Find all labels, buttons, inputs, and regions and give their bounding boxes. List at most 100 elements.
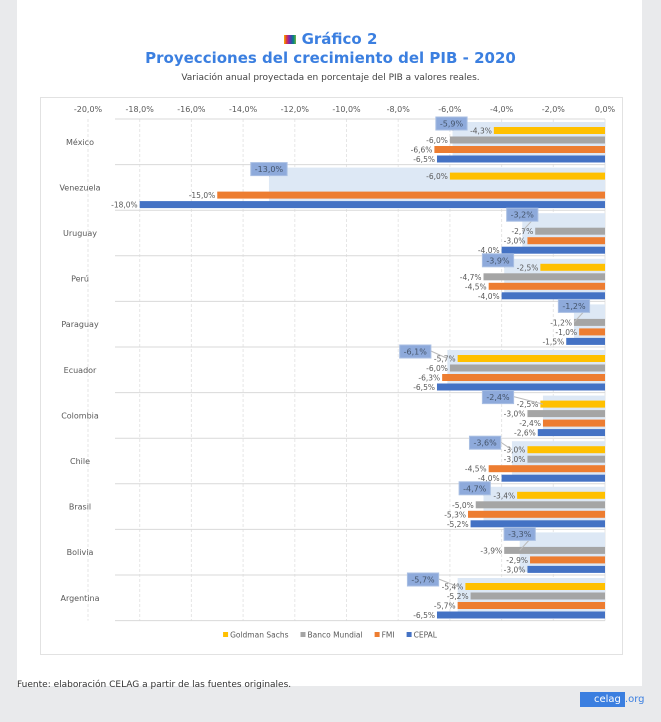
data-label: -6,6% [411, 146, 433, 155]
bar-goldman-sachs [449, 172, 605, 180]
category-label: Venezuela [59, 183, 100, 192]
bar-banco-mundial [475, 501, 605, 509]
average-label-box [468, 435, 502, 450]
data-label: -2,6% [514, 429, 536, 438]
label-layer: -4,3%-6,0%-6,6%-6,5%-6,0%-15,0%-18,0%-2,… [111, 127, 577, 621]
bar-cepal [566, 337, 605, 345]
bar-layer [139, 127, 605, 619]
legend-swatch [223, 632, 229, 637]
data-label: -15,0% [189, 191, 216, 200]
brand-logo[interactable]: celag .org [580, 692, 645, 710]
data-label: -4,5% [465, 282, 487, 291]
data-label: -6,5% [413, 155, 435, 164]
chart-number: Gráfico 2 [0, 30, 661, 48]
legend-swatch [300, 632, 306, 637]
x-tick-label: -8,0% [387, 105, 411, 114]
grid-layer: -20,0% -18,0% -16,0% -14,0% -12,0% -10,0% -8,0… [59, 105, 616, 622]
bar-fmi [217, 191, 605, 199]
bar-fmi [488, 282, 605, 290]
average-connector [430, 350, 448, 359]
data-label: -3,0% [504, 565, 526, 574]
x-tick-label: 0,0% [595, 105, 616, 114]
bar-goldman-sachs [457, 355, 605, 362]
bar-cepal [436, 611, 605, 619]
data-label: -6,0% [426, 172, 448, 181]
data-label: -1,0% [555, 328, 577, 337]
data-label: -5,7% [434, 355, 456, 364]
bar-cepal [436, 155, 605, 163]
bar-cepal [470, 520, 605, 528]
category-label: Uruguay [63, 229, 97, 238]
bar-fmi [457, 602, 605, 609]
data-label: -6,5% [413, 611, 435, 620]
source-note: Fuente: elaboración CELAG a partir de la… [17, 680, 292, 690]
bar-cepal [527, 565, 605, 573]
legend-swatch [406, 632, 412, 637]
data-label: -4,5% [465, 465, 487, 474]
average-label: -1,2% [562, 302, 586, 311]
data-label: -3,9% [480, 546, 502, 555]
category-label: México [66, 137, 94, 147]
category-label: Brasil [69, 503, 91, 512]
category-label: Argentina [60, 594, 99, 603]
bar-fmi [467, 510, 605, 518]
average-label-box [481, 253, 515, 268]
category-label: Chile [70, 457, 90, 466]
bar-banco-mundial [449, 136, 605, 144]
bar-fmi [579, 328, 605, 336]
bar-cepal [501, 474, 605, 482]
data-label: -1,5% [542, 337, 564, 346]
bar-cepal [501, 246, 605, 254]
category-label: Colombia [61, 411, 99, 420]
average-layer: -5,9% -13,0% -3,2% -3,9% -1,2% -6,1% -2,4% -3,6… [250, 116, 591, 587]
data-label: -4,3% [470, 127, 492, 136]
legend-label: Goldman Sachs [230, 631, 289, 640]
category-label: Ecuador [64, 366, 97, 375]
bar-banco-mundial [527, 455, 605, 463]
data-label: -5,3% [444, 510, 466, 519]
average-label-box [406, 572, 440, 587]
x-tick-label: -4,0% [490, 105, 514, 114]
bar-fmi [542, 419, 605, 427]
average-label: -3,3% [508, 530, 532, 539]
data-label: -5,4% [442, 583, 464, 592]
x-tick-label: -16,0% [177, 105, 206, 114]
bar-goldman-sachs [493, 127, 605, 134]
data-label: -1,2% [550, 318, 572, 327]
legend-label: FMI [382, 631, 395, 640]
legend-swatch [374, 632, 380, 637]
average-connector [438, 578, 458, 587]
bar-banco-mundial [449, 364, 605, 372]
bar-cepal [139, 201, 605, 209]
data-label: -4,0% [478, 246, 500, 255]
chart-title: Proyecciones del crecimiento del PIB - 2… [145, 49, 516, 67]
brand-suffix: .org [624, 694, 645, 705]
data-label: -4,0% [478, 474, 500, 483]
average-label: -2,4% [486, 393, 510, 402]
bar-goldman-sachs [517, 491, 605, 499]
x-tick-label: -12,0% [281, 105, 310, 114]
bar-fmi [442, 374, 605, 381]
x-tick-label: -14,0% [229, 105, 258, 114]
bar-cepal [537, 429, 605, 437]
colorful-bars-logo-icon [283, 35, 296, 44]
bar-banco-mundial [504, 546, 605, 554]
average-label-box [557, 298, 591, 313]
average-connector [500, 441, 513, 451]
data-label: -6,5% [413, 383, 435, 392]
average-label-box [503, 526, 536, 541]
legend-label: Banco Mundial [308, 631, 363, 640]
data-label: -3,0% [504, 446, 526, 455]
data-label: -3,0% [504, 410, 526, 419]
data-label: -3,0% [504, 237, 526, 246]
x-tick-label: -6,0% [438, 105, 462, 114]
bar-banco-mundial [573, 318, 605, 326]
data-label: -6,3% [418, 374, 440, 383]
bar-banco-mundial [483, 273, 605, 281]
data-label: -3,0% [504, 455, 526, 464]
data-label: -2,9% [506, 556, 528, 565]
bar-banco-mundial [527, 410, 605, 418]
category-label: Perú [71, 275, 89, 284]
